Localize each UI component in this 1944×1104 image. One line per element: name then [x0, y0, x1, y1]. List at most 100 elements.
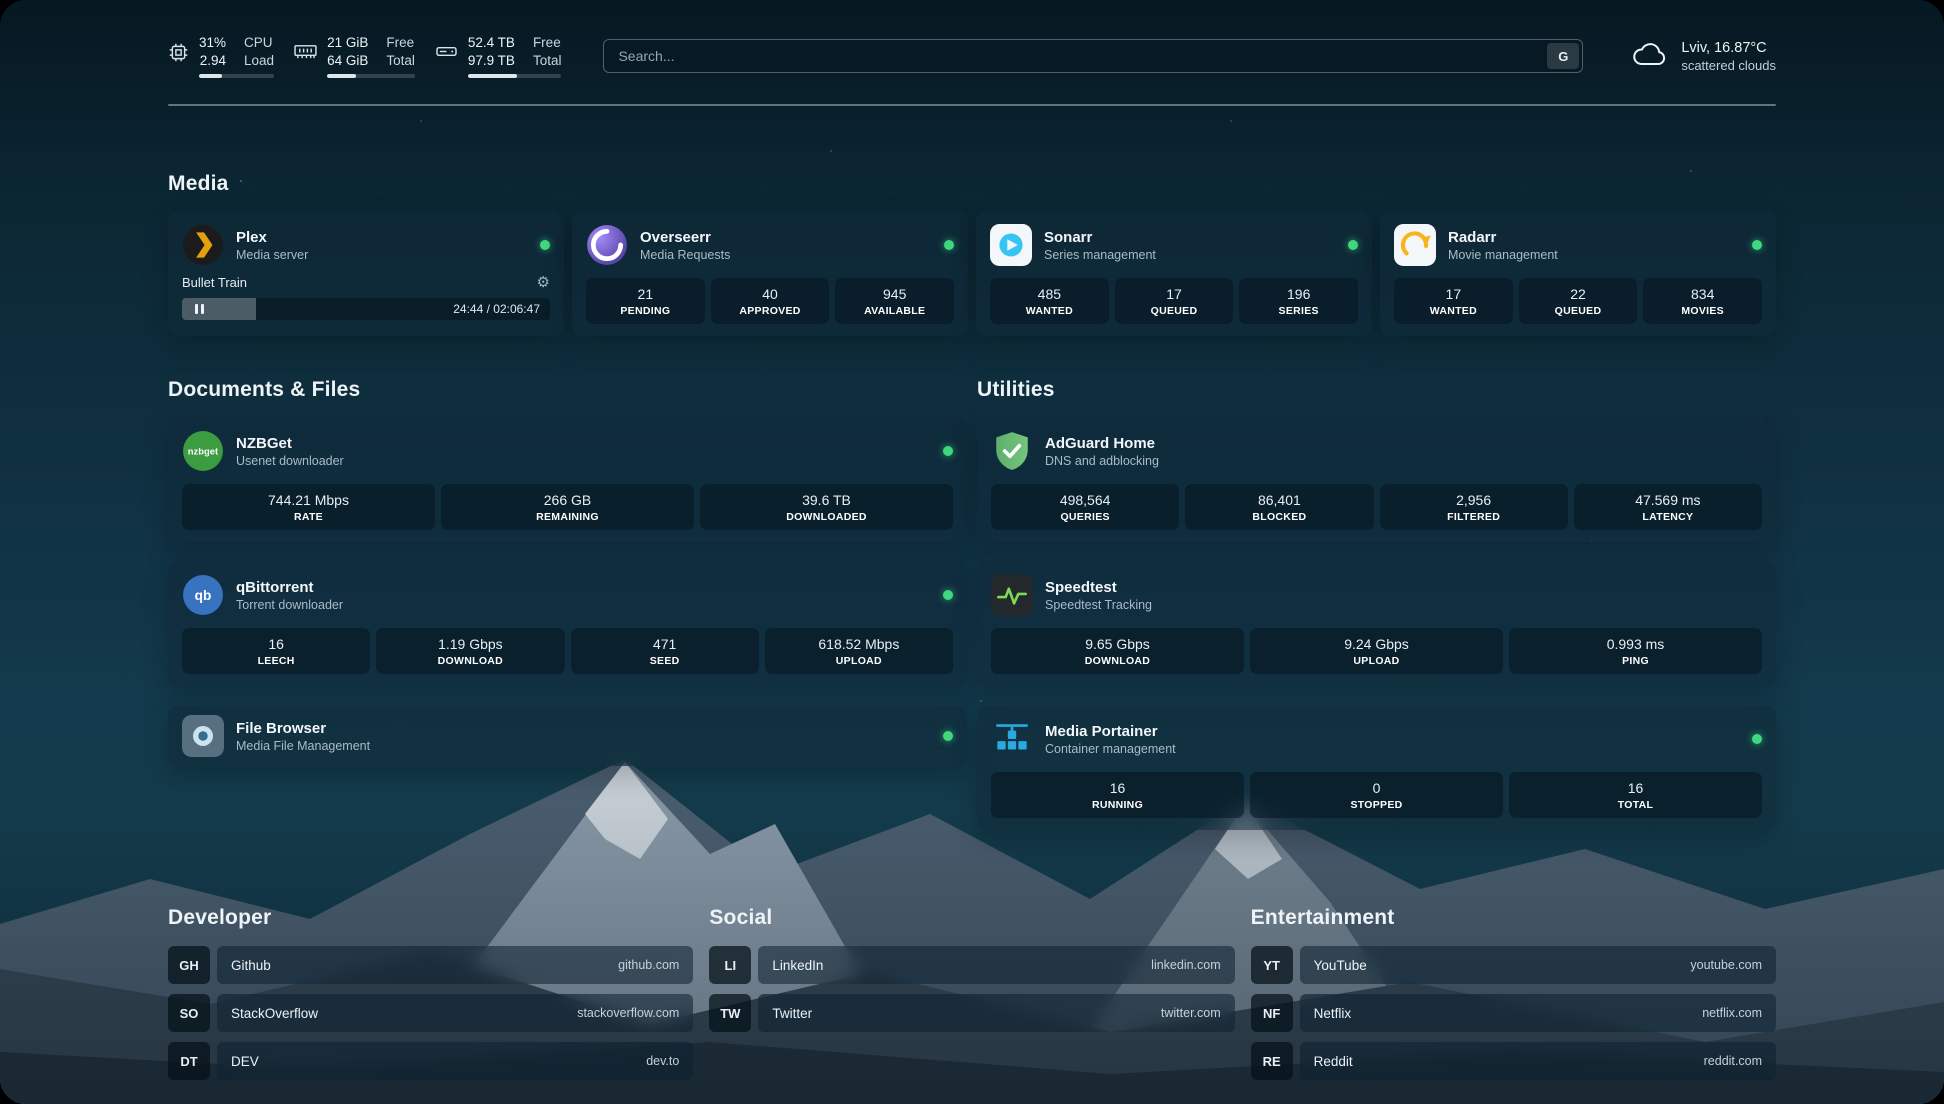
- memory-label-bottom: Total: [386, 52, 415, 68]
- radarr-icon: [1394, 224, 1436, 267]
- service-name: Overseerr: [640, 228, 711, 246]
- service-description: Container management: [1045, 741, 1176, 756]
- link-abbr: RE: [1250, 1042, 1293, 1081]
- stat-wanted: 485 WANTED: [990, 278, 1109, 325]
- link-url: twitter.com: [1160, 1006, 1221, 1021]
- link-name: StackOverflow: [231, 1005, 319, 1021]
- overseerr-icon: [586, 224, 628, 266]
- link-abbr: LI: [709, 946, 752, 985]
- service-card-speedtest[interactable]: Speedtest Speedtest Tracking 9.65 Gbps D…: [977, 562, 1776, 687]
- stat-queued: 17 QUEUED: [1114, 278, 1234, 325]
- documents-column: Documents & Files nzbget NZBGet Usenet d…: [168, 378, 967, 850]
- disk-label-top: Free: [532, 35, 561, 50]
- status-dot: [1752, 734, 1762, 745]
- memory-widget: 21 GiB Free 64 GiB Total: [294, 34, 415, 79]
- stat-queries: 498,564 QUERIES: [991, 484, 1180, 531]
- link-github[interactable]: GH Github github.com: [168, 946, 694, 985]
- service-description: Series management: [1044, 247, 1156, 262]
- cpu-usage-value: 31%: [199, 35, 227, 50]
- status-dot: [1752, 240, 1762, 251]
- link-url: stackoverflow.com: [577, 1006, 680, 1021]
- link-abbr: SO: [168, 994, 210, 1033]
- service-card-plex[interactable]: Plex Media server Bullet Train ⚙ 24:44 /…: [168, 212, 564, 337]
- stat-movies: 834 MOVIES: [1643, 278, 1763, 325]
- stat-series: 196 SERIES: [1239, 278, 1359, 325]
- link-name: LinkedIn: [772, 957, 824, 973]
- filebrowser-icon: [182, 715, 224, 758]
- weather-location: Lviv, 16.87°C: [1681, 39, 1767, 56]
- section-title-media: Media: [168, 172, 229, 196]
- service-name: qBittorrent: [236, 578, 314, 596]
- stat-rate: 744.21 Mbps RATE: [182, 484, 435, 531]
- service-card-filebrowser[interactable]: File Browser Media File Management: [168, 706, 967, 767]
- service-name: AdGuard Home: [1045, 434, 1156, 452]
- search-input[interactable]: [603, 39, 1584, 74]
- cpu-widget: 31% CPU 2.94 Load: [168, 34, 275, 79]
- stat-total: 16 TOTAL: [1509, 772, 1762, 819]
- stat-download: 1.19 Gbps DOWNLOAD: [376, 628, 565, 675]
- settings-gear-icon[interactable]: ⚙: [536, 273, 550, 292]
- link-abbr: NF: [1250, 994, 1293, 1033]
- service-description: Speedtest Tracking: [1045, 597, 1153, 612]
- stat-upload: 618.52 Mbps UPLOAD: [764, 628, 953, 675]
- link-name: Netflix: [1313, 1005, 1352, 1021]
- playback-progress-fill: [182, 298, 256, 321]
- service-card-portainer[interactable]: Media Portainer Container management 16 …: [977, 706, 1776, 831]
- plex-icon: [182, 224, 224, 266]
- disk-label-bottom: Total: [532, 52, 562, 68]
- disk-widget: 52.4 TB Free 97.9 TB Total: [435, 34, 562, 79]
- service-card-nzbget[interactable]: nzbget NZBGet Usenet downloader 744.21 M…: [168, 418, 967, 543]
- stat-latency: 47.569 ms LATENCY: [1573, 484, 1762, 531]
- now-playing-title: Bullet Train: [182, 275, 248, 291]
- entertainment-links: Entertainment YT YouTube youtube.com NF …: [1250, 906, 1776, 1090]
- status-dot: [1348, 240, 1358, 251]
- link-name: Github: [231, 957, 271, 973]
- service-name: NZBGet: [236, 434, 292, 452]
- service-name: Media Portainer: [1045, 722, 1158, 740]
- cpu-label-top: CPU: [244, 35, 273, 50]
- speedtest-icon: [991, 574, 1033, 617]
- memory-total-value: 64 GiB: [327, 52, 369, 68]
- service-description: Media File Management: [236, 738, 371, 753]
- link-reddit[interactable]: RE Reddit reddit.com: [1250, 1042, 1776, 1081]
- stat-queued: 22 QUEUED: [1518, 278, 1638, 325]
- top-bar: 31% CPU 2.94 Load: [168, 34, 1776, 79]
- link-youtube[interactable]: YT YouTube youtube.com: [1250, 946, 1776, 985]
- disk-free-value: 52.4 TB: [467, 35, 515, 50]
- link-url: reddit.com: [1703, 1054, 1762, 1069]
- disk-progress-bar: [467, 74, 562, 79]
- link-url: netflix.com: [1702, 1006, 1762, 1021]
- weather-condition: scattered clouds: [1681, 57, 1776, 73]
- link-twitter[interactable]: TW Twitter twitter.com: [709, 994, 1235, 1033]
- link-dev[interactable]: DT DEV dev.to: [168, 1042, 694, 1081]
- service-card-overseerr[interactable]: Overseerr Media Requests 21 PENDING 40 A…: [572, 212, 968, 337]
- status-dot: [944, 240, 954, 251]
- link-netflix[interactable]: NF Netflix netflix.com: [1250, 994, 1776, 1033]
- link-url: youtube.com: [1690, 958, 1762, 973]
- svg-text:qb: qb: [195, 588, 212, 603]
- plex-progress-bar[interactable]: 24:44 / 02:06:47: [182, 298, 550, 321]
- memory-progress-bar: [327, 74, 415, 79]
- link-abbr: TW: [709, 994, 752, 1033]
- pause-icon[interactable]: [188, 302, 210, 316]
- service-card-adguard[interactable]: AdGuard Home DNS and adblocking 498,564 …: [977, 418, 1776, 543]
- service-name: Radarr: [1448, 228, 1497, 246]
- service-description: DNS and adblocking: [1045, 453, 1159, 468]
- link-name: DEV: [231, 1053, 259, 1069]
- stat-blocked: 86,401 BLOCKED: [1185, 484, 1374, 531]
- service-card-qbittorrent[interactable]: qb qBittorrent Torrent downloader 16 LEE…: [168, 562, 967, 687]
- developer-links: Developer GH Github github.com SO StackO…: [168, 906, 694, 1090]
- utilities-column: Utilities AdGuard Home: [977, 378, 1776, 850]
- status-dot: [540, 240, 550, 251]
- link-linkedin[interactable]: LI LinkedIn linkedin.com: [709, 946, 1235, 985]
- stat-upload: 9.24 Gbps UPLOAD: [1250, 628, 1503, 675]
- service-card-radarr[interactable]: Radarr Movie management 17 WANTED 22 QUE…: [1380, 212, 1776, 337]
- status-dot: [943, 731, 953, 742]
- search-engine-button[interactable]: G: [1547, 43, 1580, 70]
- link-stackoverflow[interactable]: SO StackOverflow stackoverflow.com: [168, 994, 694, 1033]
- memory-label-top: Free: [386, 35, 415, 50]
- service-card-sonarr[interactable]: Sonarr Series management 485 WANTED 17 Q…: [976, 212, 1372, 337]
- section-title-utilities: Utilities: [977, 378, 1055, 402]
- status-dot: [943, 590, 953, 601]
